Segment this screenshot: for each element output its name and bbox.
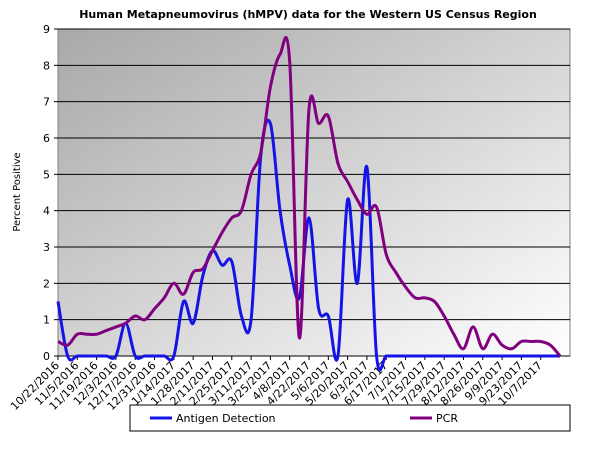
y-axis-label: Percent Positive: [12, 152, 23, 231]
y-tick-label: 7: [43, 96, 50, 109]
series-line: [56, 118, 560, 372]
y-tick-label: 9: [43, 23, 50, 36]
legend: [129, 404, 571, 432]
y-tick-label: 1: [43, 314, 50, 327]
y-tick-label: 5: [43, 168, 50, 181]
legend-label: PCR: [436, 412, 458, 425]
plot-area: [57, 28, 571, 357]
y-tick-label: 0: [43, 350, 50, 363]
y-tick-label: 2: [43, 277, 50, 290]
series-line: [57, 36, 562, 357]
chart-title: Human Metapneumovirus (hMPV) data for th…: [79, 8, 537, 21]
y-tick-label: 4: [43, 205, 50, 218]
y-tick-label: 3: [43, 241, 50, 254]
legend-label: Antigen Detection: [176, 412, 276, 425]
y-tick-label: 8: [43, 59, 50, 72]
y-tick-label: 6: [43, 132, 50, 145]
